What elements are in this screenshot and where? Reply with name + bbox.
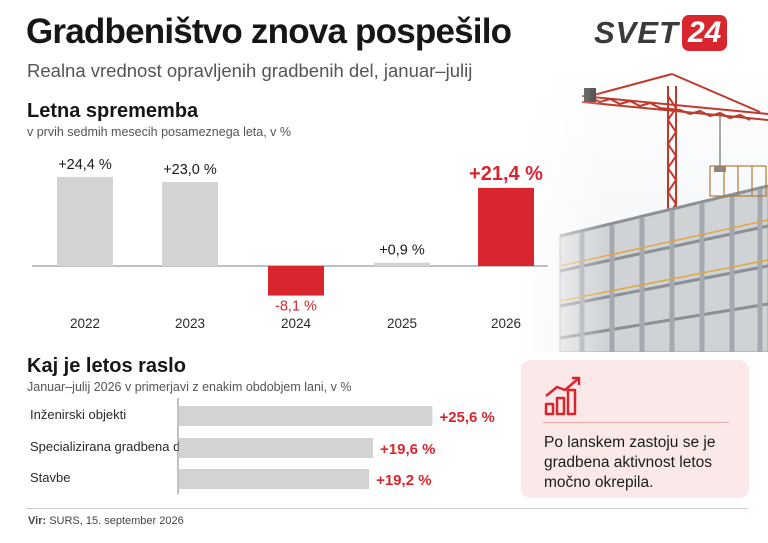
section-subtitle-annual-change: v prvih sedmih mesecih posameznega leta,… [27,125,292,139]
subheadline: Realna vrednost opravljenih gradbenih de… [27,60,473,81]
hbar-value-1: +25,6 % [439,409,494,426]
hbar-2 [179,438,374,458]
hbar-3 [179,469,370,489]
hbar-category-3: Stavbe [30,470,71,485]
x-tick-2025: 2025 [387,316,417,331]
hbar-value-2: +19,6 % [380,441,435,458]
value-label-2022: +24,4 % [58,157,112,173]
value-label-2023: +23,0 % [163,162,217,178]
svet24-logo: SVET 24 [594,14,728,52]
bar-2024 [268,266,324,296]
section-subtitle-growth: Januar–julij 2026 v primerjavi z enakim … [27,380,352,394]
value-label-2025: +0,9 % [379,243,425,259]
source-text: SURS, 15. september 2026 [49,515,184,527]
bar-2025 [374,262,430,266]
value-label-2026: +21,4 % [469,163,543,185]
logo-text: SVET [594,15,679,50]
construction-site-illustration [520,66,768,352]
x-tick-2026: 2026 [491,316,521,331]
annual-change-bar-chart: +24,4 % 2022 +23,0 % 2023 -8,1 %2024 +0,9 % 20… [32,157,548,331]
growth-horizontal-bar-chart: +25,6 %+19,6 % +19,2 % [177,398,495,494]
source-note: Vir: SURS, 15. september 2026 [28,515,184,527]
headline: Gradbeništvo znova pospešilo [26,12,512,51]
value-label-2024: -8,1 % [275,299,317,315]
bar-2026 [478,187,534,266]
x-tick-2023: 2023 [175,316,205,331]
bar-2023 [162,182,218,266]
callout-text: Po lanskem zastoju se je gradbena aktivn… [544,434,716,491]
callout-box: Po lanskem zastoju se je gradbena aktivn… [521,360,749,498]
footer-divider [26,508,748,509]
bar-2022 [57,176,113,266]
hbar-1 [179,406,433,426]
hbar-category-2: Specializirana gradbena dela [30,439,198,454]
logo-number: 24 [681,15,728,51]
section-title-growth: Kaj je letos raslo [27,355,186,377]
x-tick-2024: 2024 [281,316,312,331]
hbar-value-3: +19,2 % [376,472,431,489]
source-label: Vir: [28,515,47,527]
growth-chart-icon [544,376,581,416]
section-title-annual-change: Letna sprememba [27,100,199,122]
x-tick-2022: 2022 [70,316,100,331]
hbar-category-1: Inženirski objekti [30,407,127,422]
callout-divider [543,422,729,423]
